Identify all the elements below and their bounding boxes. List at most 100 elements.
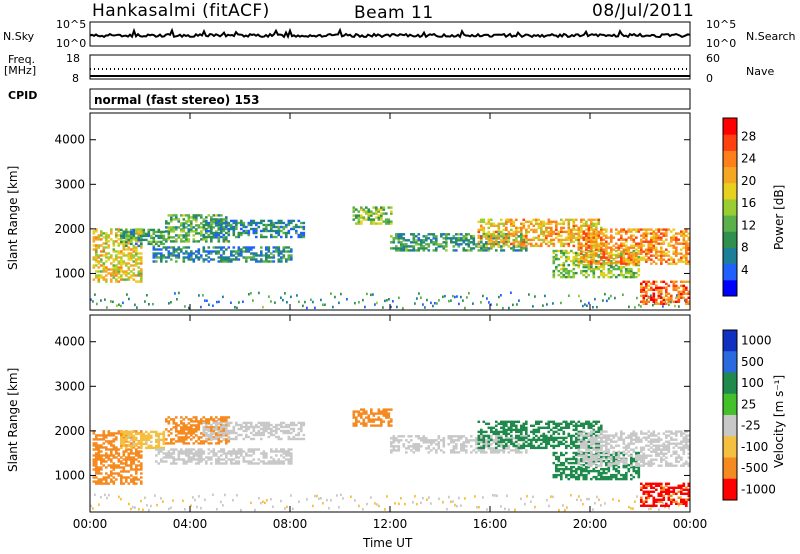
echo-cell bbox=[662, 250, 666, 253]
echo-cell bbox=[95, 464, 98, 467]
echo-cell bbox=[495, 234, 498, 238]
echo-cell bbox=[615, 263, 618, 267]
echo-cell bbox=[534, 295, 536, 298]
echo-cell bbox=[592, 218, 596, 221]
echo-cell bbox=[115, 478, 118, 481]
echo-cell bbox=[102, 246, 106, 249]
echo-cell bbox=[205, 422, 208, 425]
echo-cell bbox=[528, 293, 530, 296]
echo-cell bbox=[385, 412, 388, 415]
echo-cell bbox=[132, 460, 136, 463]
echo-cell bbox=[610, 453, 613, 457]
echo-cell bbox=[490, 244, 493, 248]
echo-cell bbox=[480, 430, 483, 434]
echo-cell bbox=[265, 256, 268, 259]
echo-cell bbox=[187, 428, 191, 431]
echo-cell bbox=[225, 442, 228, 445]
echo-cell bbox=[277, 221, 281, 225]
echo-cell bbox=[547, 438, 551, 442]
echo-cell bbox=[245, 256, 248, 259]
echo-cell bbox=[462, 447, 466, 450]
echo-cell bbox=[162, 230, 166, 234]
echo-cell bbox=[660, 250, 663, 253]
echo-cell bbox=[520, 444, 523, 448]
echo-cell bbox=[122, 236, 126, 240]
echo-cell bbox=[232, 458, 236, 461]
echo-cell bbox=[640, 244, 643, 247]
echo-cell bbox=[498, 295, 500, 299]
echo-cell bbox=[122, 440, 126, 444]
echo-cell bbox=[548, 504, 550, 508]
echo-cell bbox=[492, 494, 494, 497]
echo-cell bbox=[592, 236, 596, 239]
echo-cell bbox=[110, 464, 113, 467]
echo-cell bbox=[437, 437, 441, 440]
echo-cell bbox=[200, 432, 203, 435]
echo-cell bbox=[510, 247, 513, 250]
echo-cell bbox=[380, 206, 383, 209]
echo-cell bbox=[172, 418, 176, 421]
echo-cell bbox=[567, 257, 571, 261]
echo-cell bbox=[165, 428, 168, 431]
echo-cell bbox=[137, 232, 141, 235]
echo-cell bbox=[514, 508, 516, 512]
echo-cell bbox=[565, 451, 568, 455]
echo-cell bbox=[585, 271, 588, 275]
echo-cell bbox=[672, 244, 676, 247]
echo-cell bbox=[102, 236, 106, 239]
echo-cell bbox=[448, 299, 450, 303]
echo-cell bbox=[380, 218, 383, 221]
echo-cell bbox=[168, 302, 170, 305]
echo-cell bbox=[235, 456, 238, 459]
echo-cell bbox=[170, 226, 173, 229]
echo-cell bbox=[352, 416, 356, 419]
echo-cell bbox=[350, 495, 352, 498]
echo-cell bbox=[112, 266, 116, 269]
echo-cell bbox=[125, 440, 128, 443]
echo-cell bbox=[580, 248, 583, 251]
echo-cell bbox=[582, 244, 586, 247]
echo-cell bbox=[250, 423, 253, 427]
echo-cell bbox=[497, 222, 501, 225]
echo-cell bbox=[275, 435, 278, 439]
echo-cell bbox=[420, 445, 423, 448]
echo-cell bbox=[560, 271, 563, 275]
echo-cell bbox=[682, 286, 686, 289]
echo-cell bbox=[600, 473, 603, 477]
echo-cell bbox=[220, 427, 223, 431]
echo-cell bbox=[585, 254, 588, 257]
echo-cell bbox=[187, 442, 191, 445]
echo-cell bbox=[605, 273, 608, 277]
echo-cell bbox=[477, 234, 481, 238]
echo-cell bbox=[685, 244, 688, 247]
echo-cell bbox=[592, 261, 596, 265]
echo-cell bbox=[632, 273, 636, 277]
echo-cell bbox=[112, 472, 116, 475]
echo-cell bbox=[575, 259, 578, 263]
echo-cell bbox=[357, 420, 361, 423]
echo-cell bbox=[542, 238, 546, 242]
echo-cell bbox=[352, 214, 356, 217]
echo-cell bbox=[137, 240, 141, 243]
echo-cell bbox=[105, 482, 108, 485]
echo-cell bbox=[140, 236, 143, 240]
echo-cell bbox=[290, 254, 293, 257]
echo-cell bbox=[638, 303, 640, 307]
echo-cell bbox=[392, 441, 396, 444]
echo-cell bbox=[585, 263, 588, 267]
echo-cell bbox=[240, 227, 243, 231]
echo-cell bbox=[200, 222, 203, 225]
echo-cell bbox=[195, 254, 198, 257]
echo-cell bbox=[532, 228, 536, 232]
echo-cell bbox=[125, 230, 128, 234]
echo-cell bbox=[277, 231, 281, 235]
echo-cell bbox=[157, 442, 161, 446]
echo-cell bbox=[675, 248, 678, 251]
echo-cell bbox=[115, 266, 118, 269]
echo-cell bbox=[170, 442, 173, 445]
echo-cell bbox=[250, 448, 253, 451]
echo-cell bbox=[102, 442, 106, 445]
echo-cell bbox=[182, 260, 186, 263]
echo-cell bbox=[625, 269, 628, 273]
echo-cell bbox=[582, 422, 586, 425]
